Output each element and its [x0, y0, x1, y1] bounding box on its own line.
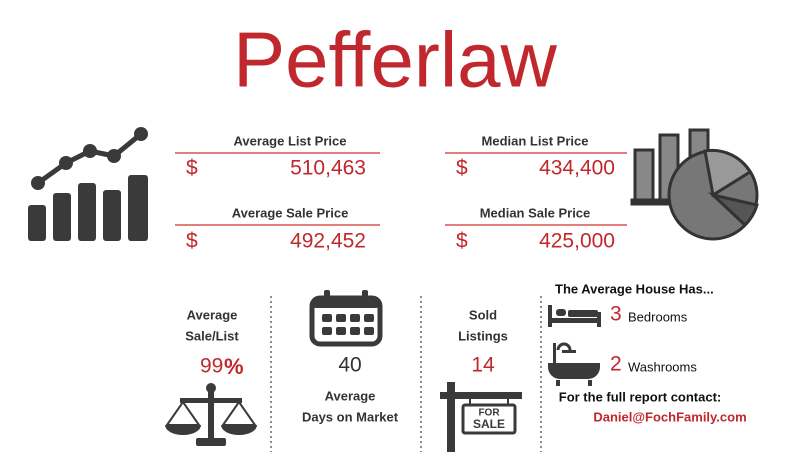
price-label: Average List Price: [234, 133, 347, 148]
ratio-unit: %: [224, 354, 244, 379]
price-median-sale: Median Sale Price $ 425,000: [445, 205, 627, 253]
days-value: 40: [338, 354, 361, 377]
price-avg-list: Average List Price $ 510,463: [175, 133, 380, 180]
room-label: Bedrooms: [628, 309, 688, 324]
contact-email[interactable]: Daniel@FochFamily.com: [593, 409, 746, 424]
room-count: 3: [610, 303, 622, 326]
contact-text: For the full report contact:: [559, 389, 722, 404]
sign-text: SALE: [473, 417, 505, 431]
currency: $: [186, 157, 198, 180]
house-heading: The Average House Has...: [555, 281, 714, 296]
days-label: Average: [325, 388, 376, 403]
sale-sign-icon: FOR SALE: [440, 382, 522, 452]
price-value: 510,463: [290, 157, 366, 180]
price-label: Average Sale Price: [232, 205, 349, 220]
bed-icon: [548, 305, 601, 327]
price-value: 492,452: [290, 230, 366, 253]
price-median-list: Median List Price $ 434,400: [445, 133, 627, 180]
sold-value: 14: [471, 354, 495, 377]
currency: $: [456, 230, 468, 253]
ratio-label: Sale/List: [185, 328, 239, 343]
price-avg-sale: Average Sale Price $ 492,452: [175, 205, 380, 253]
chart-icon: [28, 127, 148, 241]
sold-label: Sold: [469, 307, 497, 322]
currency: $: [456, 157, 468, 180]
scale-icon: [165, 383, 257, 446]
calendar-icon: [309, 290, 383, 347]
room-label: Washrooms: [628, 359, 697, 374]
price-value: 434,400: [539, 157, 615, 180]
ratio-label: Average: [187, 307, 238, 322]
price-label: Median List Price: [482, 133, 589, 148]
days-label: Days on Market: [302, 409, 399, 424]
price-value: 425,000: [539, 230, 615, 253]
bath-icon: [548, 342, 600, 386]
price-label: Median Sale Price: [480, 205, 591, 220]
sign-text: FOR: [478, 408, 500, 419]
room-count: 2: [610, 353, 622, 376]
currency: $: [186, 230, 198, 253]
sold-label: Listings: [458, 328, 508, 343]
pie-icon: [630, 128, 759, 241]
separators: [270, 296, 542, 452]
title: Pefferlaw: [233, 16, 557, 104]
ratio-value: 99: [200, 355, 223, 378]
